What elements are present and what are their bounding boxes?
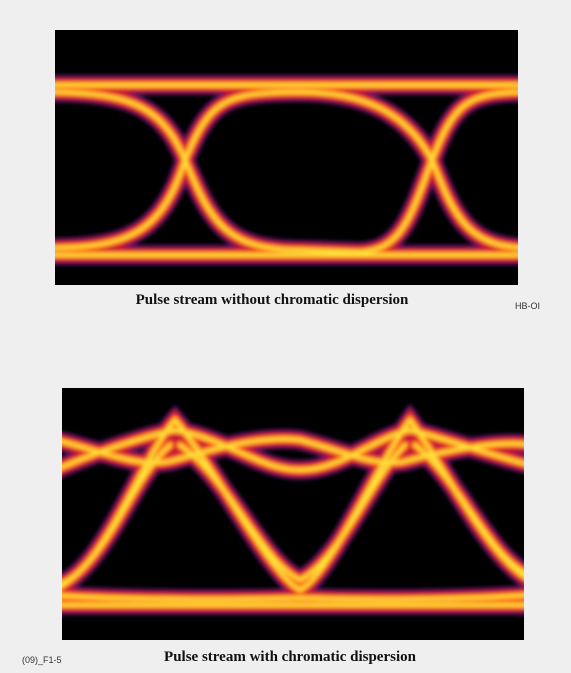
tag-top: HB-OI [515,301,540,311]
page: Pulse stream without chromatic dispersio… [0,0,571,673]
caption-top: Pulse stream without chromatic dispersio… [136,292,409,308]
caption-bottom: Pulse stream with chromatic dispersion [164,649,417,665]
tag-bottom: (09)_F1-5 [22,655,62,665]
